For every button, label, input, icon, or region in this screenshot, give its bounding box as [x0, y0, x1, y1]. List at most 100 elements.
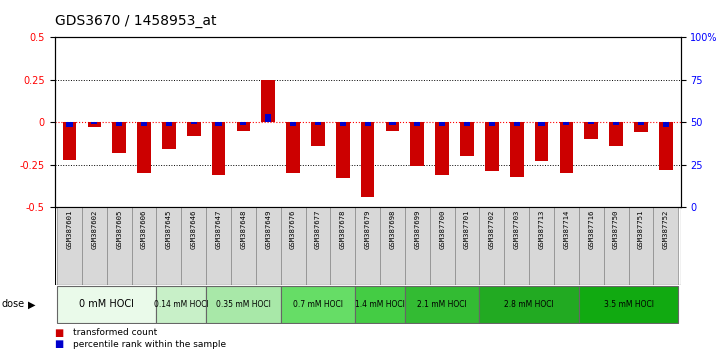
Text: 0.7 mM HOCl: 0.7 mM HOCl	[293, 300, 343, 309]
Bar	[107, 207, 132, 285]
Text: 0.35 mM HOCl: 0.35 mM HOCl	[216, 300, 271, 309]
Bar	[510, 122, 523, 177]
Bar	[653, 207, 678, 285]
Text: GSM387714: GSM387714	[563, 210, 569, 249]
Bar	[638, 122, 644, 125]
Bar	[231, 207, 256, 285]
Text: GSM387713: GSM387713	[539, 210, 545, 249]
Text: GSM387679: GSM387679	[365, 210, 371, 249]
Text: GSM387751: GSM387751	[638, 210, 644, 249]
Bar	[91, 122, 98, 124]
Bar	[488, 122, 495, 126]
Text: GSM387750: GSM387750	[613, 210, 619, 249]
Bar	[634, 122, 648, 132]
Bar	[411, 122, 424, 166]
Bar	[430, 207, 454, 285]
Bar	[340, 122, 346, 126]
Bar	[380, 207, 405, 285]
Bar	[485, 122, 499, 171]
Bar	[554, 207, 579, 285]
Text: dose: dose	[1, 299, 25, 309]
Bar	[157, 286, 206, 323]
Text: GSM387605: GSM387605	[116, 210, 122, 249]
Bar	[261, 80, 275, 122]
Text: GSM387646: GSM387646	[191, 210, 197, 249]
Text: GSM387716: GSM387716	[588, 210, 594, 249]
Text: GSM387676: GSM387676	[290, 210, 296, 249]
Bar	[435, 122, 449, 175]
Bar	[480, 207, 505, 285]
Text: GSM387606: GSM387606	[141, 210, 147, 249]
Text: GSM387648: GSM387648	[240, 210, 246, 249]
Text: 1.4 mM HOCl: 1.4 mM HOCl	[355, 300, 405, 309]
Bar	[116, 122, 122, 126]
Bar	[609, 122, 623, 146]
Bar	[66, 122, 73, 127]
Text: GSM387698: GSM387698	[389, 210, 395, 249]
Text: transformed count: transformed count	[73, 328, 157, 337]
Bar	[659, 122, 673, 170]
Text: GSM387647: GSM387647	[215, 210, 221, 249]
Text: GSM387678: GSM387678	[340, 210, 346, 249]
Bar	[290, 122, 296, 126]
Bar	[281, 286, 355, 323]
Bar	[240, 122, 247, 125]
Bar	[505, 207, 529, 285]
Bar	[604, 207, 628, 285]
Bar	[480, 286, 579, 323]
Bar	[206, 286, 281, 323]
Bar	[464, 122, 470, 126]
Text: GSM387703: GSM387703	[514, 210, 520, 249]
Bar	[181, 207, 206, 285]
Bar	[237, 122, 250, 131]
Bar	[215, 122, 221, 126]
Bar	[336, 122, 349, 178]
Text: 3.5 mM HOCl: 3.5 mM HOCl	[604, 300, 654, 309]
Bar	[585, 122, 598, 139]
Bar	[361, 122, 374, 197]
Bar	[281, 207, 306, 285]
Bar	[162, 122, 175, 149]
Text: percentile rank within the sample: percentile rank within the sample	[73, 339, 226, 349]
Bar	[57, 207, 82, 285]
Bar	[414, 122, 420, 126]
Bar	[355, 207, 380, 285]
Text: GSM387677: GSM387677	[315, 210, 321, 249]
Bar	[579, 207, 604, 285]
Bar	[539, 122, 545, 126]
Text: GSM387699: GSM387699	[414, 210, 420, 249]
Bar	[141, 122, 147, 126]
Bar	[454, 207, 480, 285]
Text: ■: ■	[55, 339, 64, 349]
Bar	[386, 122, 400, 131]
Text: 0 mM HOCl: 0 mM HOCl	[79, 299, 134, 309]
Bar	[514, 122, 520, 126]
Text: 2.1 mM HOCl: 2.1 mM HOCl	[417, 300, 467, 309]
Bar	[286, 122, 300, 173]
Bar	[137, 122, 151, 173]
Bar	[256, 207, 281, 285]
Bar	[87, 122, 101, 127]
Bar	[57, 286, 157, 323]
Bar	[191, 122, 197, 124]
Bar	[662, 122, 669, 127]
Text: GSM387752: GSM387752	[662, 210, 669, 249]
Bar	[132, 207, 157, 285]
Text: GSM387700: GSM387700	[439, 210, 446, 249]
Text: GSM387649: GSM387649	[265, 210, 272, 249]
Bar	[315, 122, 321, 125]
Bar	[355, 286, 405, 323]
Bar	[166, 122, 172, 126]
Text: ■: ■	[55, 328, 64, 338]
Bar	[405, 286, 480, 323]
Bar	[579, 286, 678, 323]
Bar	[439, 122, 446, 126]
Bar	[389, 122, 395, 125]
Bar	[187, 122, 200, 136]
Bar	[206, 207, 231, 285]
Bar	[112, 122, 126, 153]
Text: GSM387601: GSM387601	[66, 210, 73, 249]
Bar	[535, 122, 548, 161]
Text: GDS3670 / 1458953_at: GDS3670 / 1458953_at	[55, 14, 216, 28]
Bar	[628, 207, 653, 285]
